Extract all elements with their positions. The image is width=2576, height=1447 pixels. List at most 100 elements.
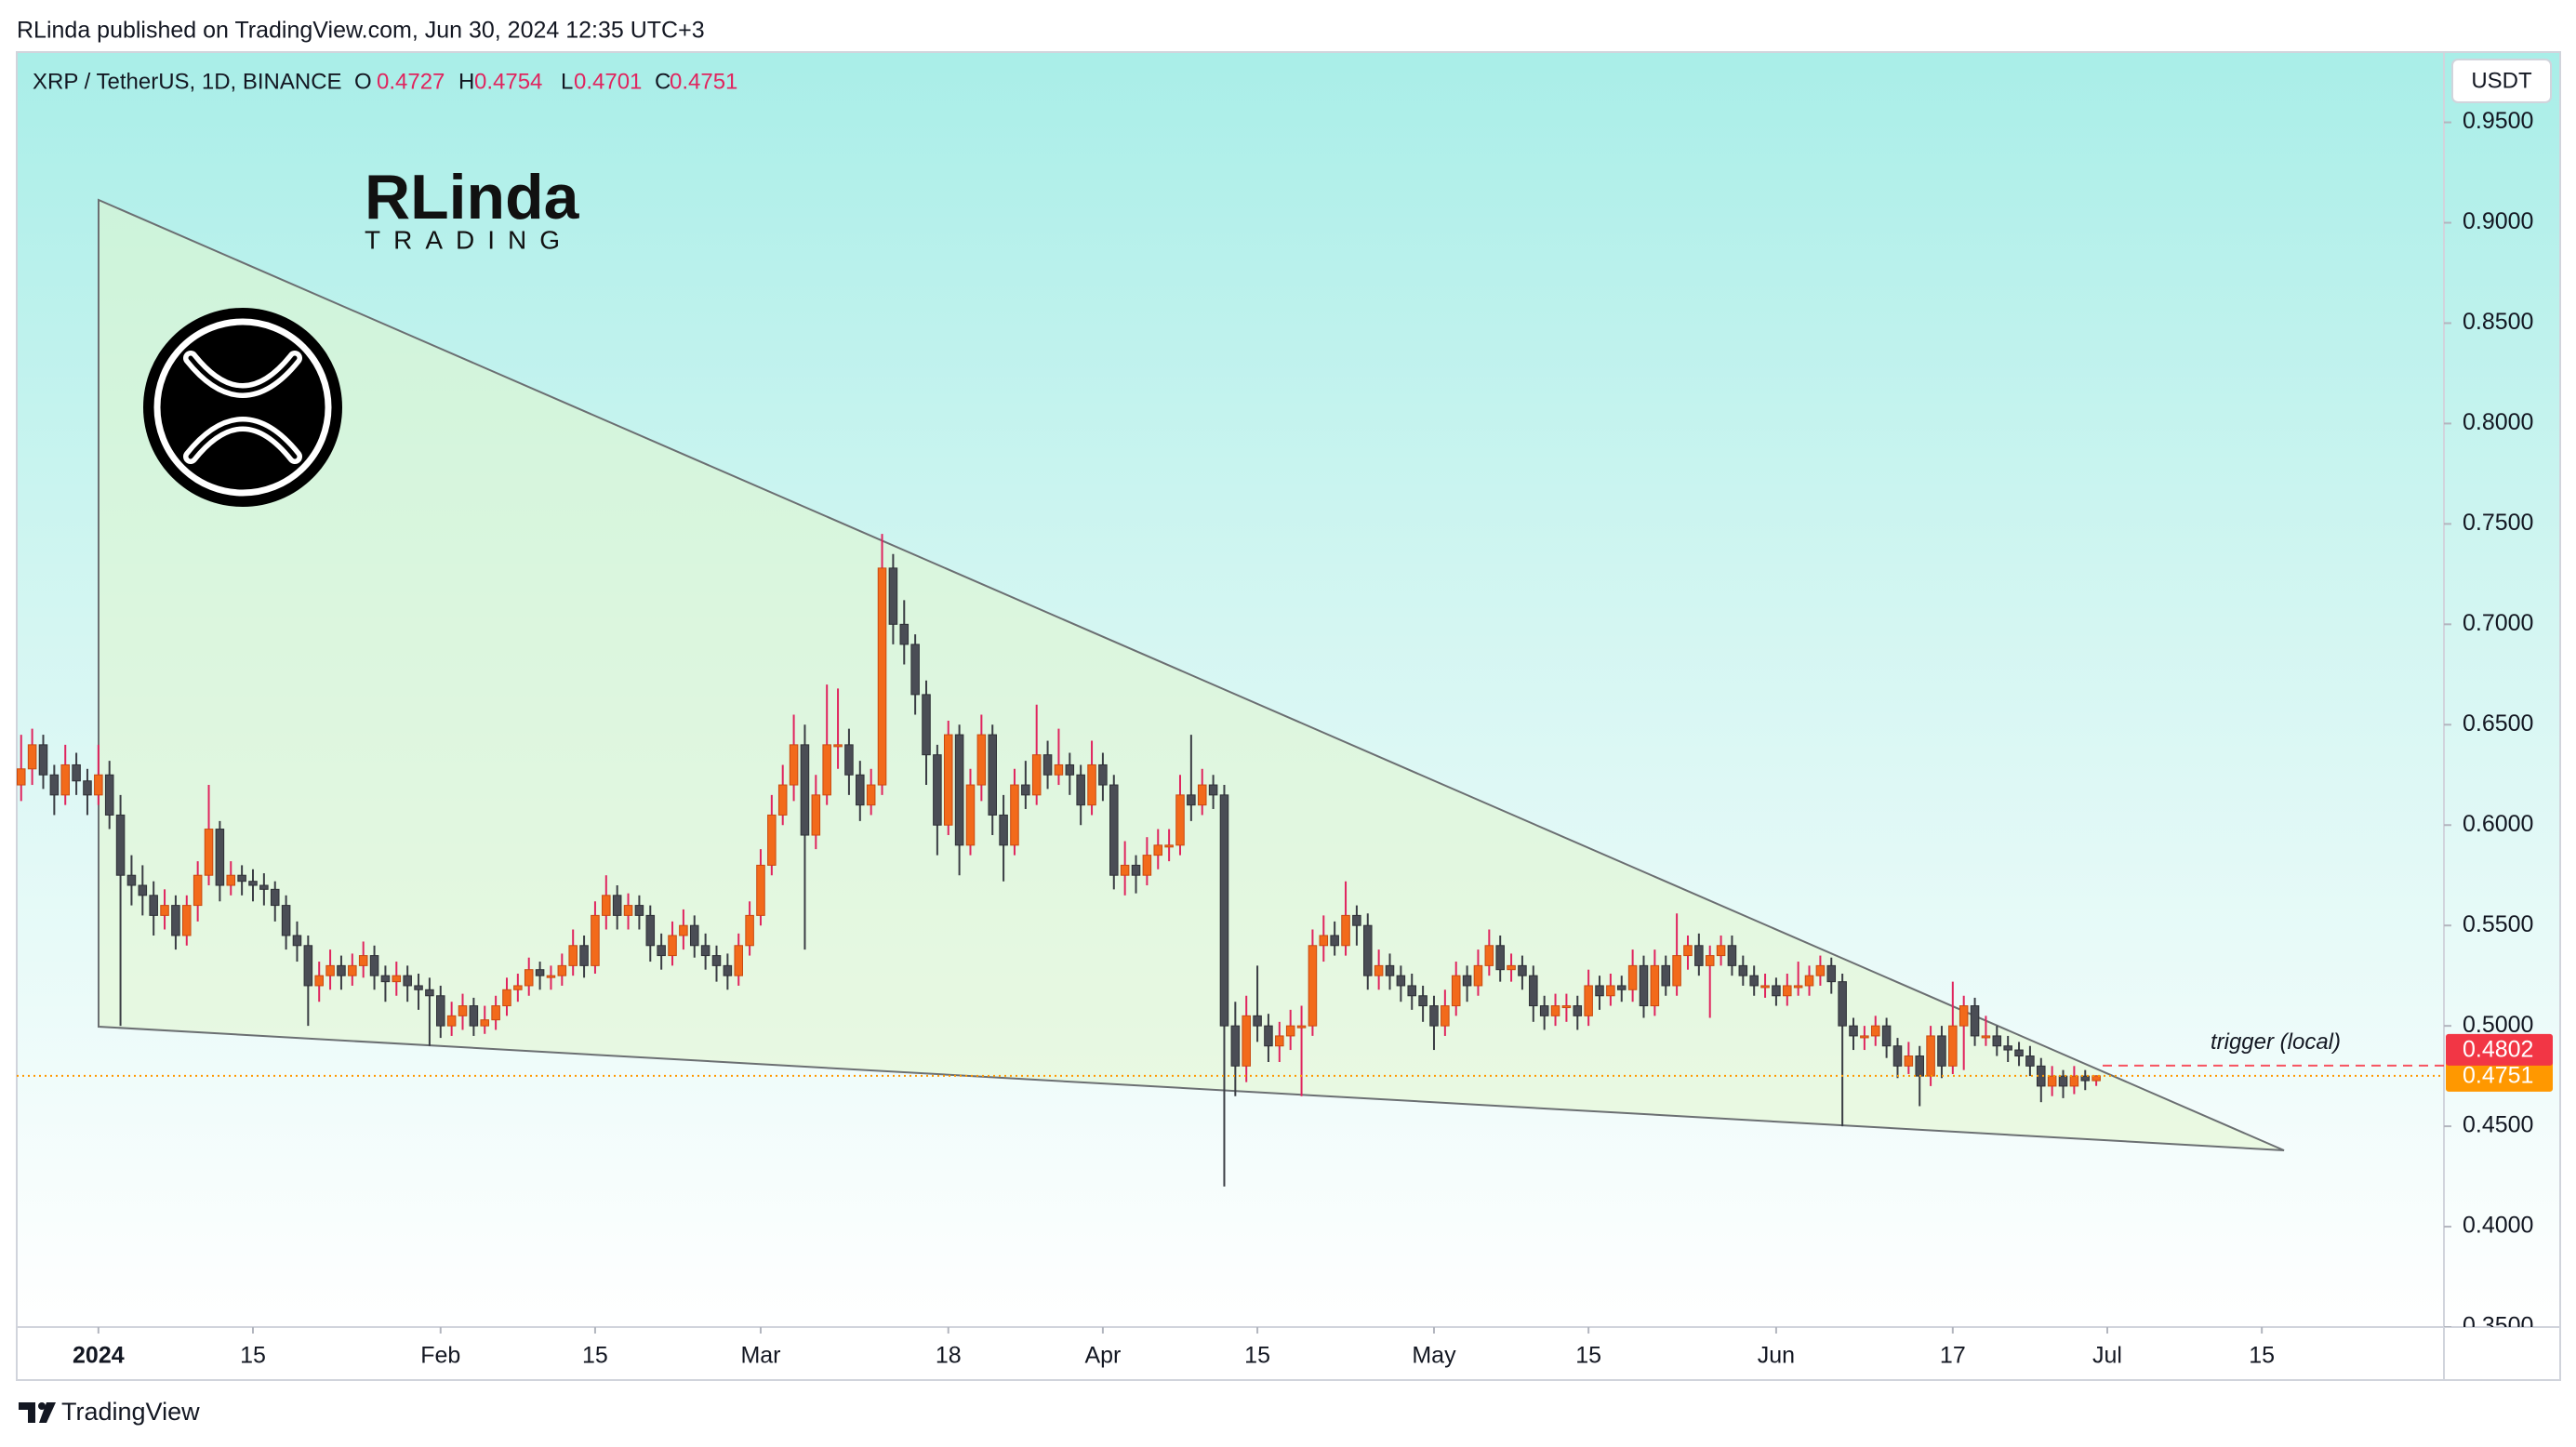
x-tick-label: Apr <box>1084 1343 1121 1369</box>
candle-body <box>612 895 622 916</box>
candle-body <box>1042 754 1053 776</box>
candle-body <box>2003 1045 2012 1051</box>
y-tick-label: 0.3500 <box>2463 1313 2533 1339</box>
candle-body <box>1959 1005 1969 1027</box>
y-tick-label: 0.9000 <box>2463 208 2533 234</box>
candle-body <box>1760 985 1770 989</box>
candle-body <box>745 914 754 947</box>
candle-body <box>27 744 37 770</box>
candle-body <box>1451 975 1461 1007</box>
candle-body <box>976 734 987 786</box>
xrp-logo <box>143 308 342 507</box>
candle-body <box>1981 1035 1991 1039</box>
candle-body <box>248 881 258 886</box>
header-text: RLinda published on TradingView.com, Jun… <box>17 18 705 44</box>
candle-body <box>458 1005 468 1016</box>
y-tick-label: 0.4000 <box>2463 1213 2533 1239</box>
candle-body <box>1639 964 1649 1007</box>
candle-body <box>1385 964 1395 976</box>
candle-body <box>182 905 192 936</box>
candle-body <box>171 905 180 936</box>
candle-body <box>259 884 269 890</box>
candle-body <box>1418 995 1427 1007</box>
candle-body <box>1881 1025 1892 1047</box>
candle-body <box>1783 985 1792 997</box>
candle-body <box>1109 784 1119 876</box>
candle-body <box>1550 1005 1560 1016</box>
candle-body <box>1208 784 1218 796</box>
symbol-title: XRP / TetherUS, 1D, BINANCE <box>33 69 342 94</box>
candle-body <box>723 964 733 976</box>
y-tick-label: 0.8000 <box>2463 409 2533 435</box>
candle-body <box>1804 975 1814 987</box>
candle-body <box>1507 964 1516 971</box>
y-tick-label: 0.6000 <box>2463 811 2533 837</box>
candle-body <box>1441 1005 1450 1027</box>
candle-body <box>414 985 423 990</box>
candle-body <box>83 780 92 796</box>
candle-body <box>1098 763 1108 786</box>
candle-body <box>1926 1035 1935 1077</box>
candle-body <box>1362 924 1373 976</box>
candle-body <box>1529 975 1538 1007</box>
trigger-price-label: 0.4802 <box>2463 1037 2533 1063</box>
candle-body <box>954 734 964 846</box>
currency-box <box>2451 59 2552 103</box>
candle-body <box>524 969 534 987</box>
candle-body <box>1650 964 1660 1007</box>
tv-logo-dot <box>38 1402 46 1410</box>
candle-body <box>602 895 611 916</box>
candle-body <box>1296 1025 1307 1029</box>
candle-body <box>72 763 81 782</box>
tv-logo-t <box>19 1402 35 1423</box>
candle-body <box>2069 1075 2079 1087</box>
candle-body <box>17 768 26 786</box>
candle-body <box>491 1005 500 1021</box>
candle-body <box>899 623 910 645</box>
x-tick-label: May <box>1412 1343 1456 1369</box>
candle-body <box>325 964 335 976</box>
candle-body <box>2047 1075 2057 1087</box>
candle-body <box>1793 985 1803 989</box>
candle-body <box>1694 945 1704 966</box>
candle-body <box>1396 975 1406 987</box>
candle-body <box>104 774 114 816</box>
candle-body <box>1892 1045 1903 1067</box>
candle-body <box>1616 985 1627 990</box>
candle-body <box>877 567 887 786</box>
candle-body <box>1672 955 1681 987</box>
last-price-box <box>2446 1059 2553 1092</box>
x-tick-label: 2024 <box>73 1343 125 1369</box>
candle-body <box>822 744 831 796</box>
candle-body <box>469 1005 479 1027</box>
candle-body <box>700 945 710 957</box>
candle-body <box>1341 914 1350 947</box>
candle-body <box>1904 1055 1914 1067</box>
candle-body <box>380 975 391 983</box>
candle-body <box>358 955 368 966</box>
candle-body <box>1849 1025 1858 1037</box>
candle-body <box>1772 985 1781 997</box>
candle-body <box>800 744 810 836</box>
x-tick-label: Feb <box>420 1343 460 1369</box>
candle-body <box>1539 1005 1549 1016</box>
candle-body <box>1374 964 1384 976</box>
candle-body <box>557 964 567 976</box>
trigger-annotation: trigger (local) <box>2211 1029 2341 1055</box>
footer-text: TradingView <box>61 1398 200 1426</box>
brand-name: RLinda <box>365 162 580 232</box>
y-tick-label: 0.7500 <box>2463 510 2533 536</box>
time-axis: 2024 15 Feb 15 Mar 18 Apr 15 May 15 Jun 17 Jul 15 <box>73 1327 2275 1369</box>
candle-body <box>1948 1025 1958 1067</box>
candle-body <box>2025 1055 2035 1067</box>
candle-body <box>115 814 126 876</box>
currency-label: USDT <box>2471 68 2532 93</box>
candle-body <box>1705 955 1715 966</box>
candle-body <box>1915 1055 1924 1077</box>
candle-body <box>1815 964 1826 976</box>
candle-body <box>645 914 656 947</box>
triangle-pattern <box>98 198 2285 1151</box>
candle-body <box>1253 1015 1262 1027</box>
candle-body <box>579 945 589 966</box>
